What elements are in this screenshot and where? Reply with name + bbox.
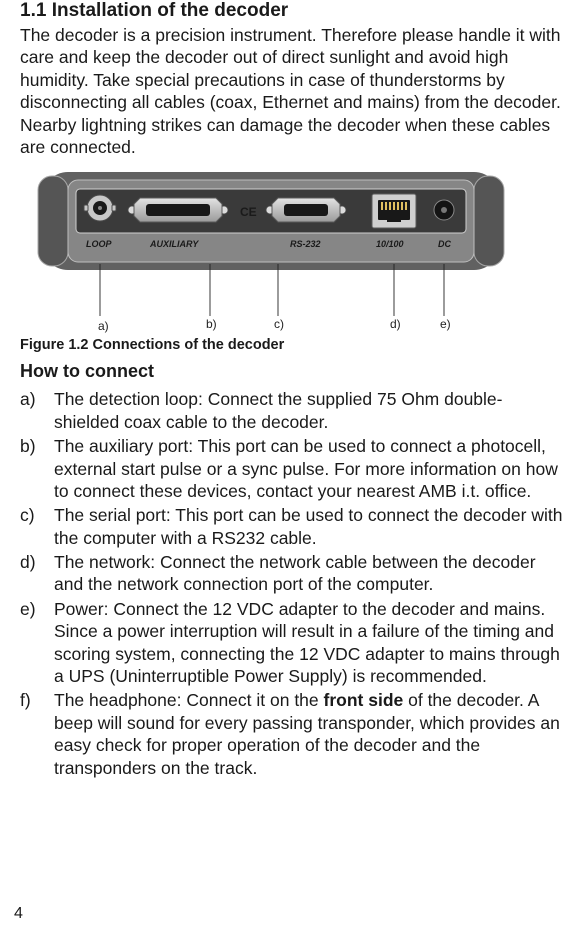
callout-a: a) [98, 319, 109, 333]
port-label-loop: LOOP [86, 239, 112, 249]
item-marker: d) [20, 551, 36, 573]
figure-1-2: CE LOOP AUXILIARY RS-232 10/100 DC a) [20, 168, 563, 353]
item-marker: e) [20, 598, 36, 620]
port-label-rs232: RS-232 [290, 239, 321, 249]
item-marker: f) [20, 689, 31, 711]
item-marker: a) [20, 388, 36, 410]
figure-caption: Figure 1.2 Connections of the decoder [20, 337, 563, 353]
howto-heading: How to connect [20, 361, 563, 382]
callout-b: b) [206, 317, 217, 331]
port-label-net: 10/100 [376, 239, 404, 249]
item-text: The serial port: This port can be used t… [54, 505, 562, 547]
item-text: Power: Connect the 12 VDC adapter to the… [54, 599, 560, 686]
section-heading: 1.1 Installation of the decoder [20, 0, 563, 22]
decoder-illustration: CE LOOP AUXILIARY RS-232 10/100 DC a) [20, 168, 520, 333]
page-number: 4 [14, 905, 23, 923]
intro-paragraph: The decoder is a precision instrument. T… [20, 24, 563, 158]
callout-e: e) [440, 317, 451, 331]
port-label-dc: DC [438, 239, 451, 249]
item-text: The detection loop: Connect the supplied… [54, 389, 503, 431]
port-label-auxiliary: AUXILIARY [149, 239, 199, 249]
callout-c: c) [274, 317, 284, 331]
item-text: The network: Connect the network cable b… [54, 552, 536, 594]
callout-d: d) [390, 317, 401, 331]
item-text: The headphone: Connect it on the front s… [54, 690, 560, 777]
list-item: e) Power: Connect the 12 VDC adapter to t… [20, 598, 563, 688]
item-text: The auxiliary port: This port can be use… [54, 436, 558, 501]
item-marker: b) [20, 435, 36, 457]
list-item: a) The detection loop: Connect the suppli… [20, 388, 563, 433]
list-item: b) The auxiliary port: This port can be u… [20, 435, 563, 502]
connection-list: a) The detection loop: Connect the suppli… [20, 388, 563, 779]
list-item: f) The headphone: Connect it on the front… [20, 689, 563, 779]
list-item: d) The network: Connect the network cable… [20, 551, 563, 596]
list-item: c) The serial port: This port can be used… [20, 504, 563, 549]
item-marker: c) [20, 504, 35, 526]
svg-text:CE: CE [240, 205, 257, 219]
